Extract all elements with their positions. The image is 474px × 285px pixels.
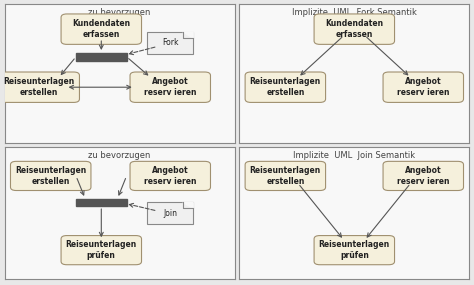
Text: Fork: Fork — [162, 38, 179, 48]
FancyBboxPatch shape — [245, 72, 326, 102]
Text: Implizite  UML  Fork Semantik: Implizite UML Fork Semantik — [292, 9, 417, 17]
FancyBboxPatch shape — [130, 161, 210, 190]
Text: Join: Join — [163, 209, 177, 217]
FancyBboxPatch shape — [147, 202, 193, 224]
Bar — [76, 53, 127, 61]
FancyBboxPatch shape — [314, 14, 394, 44]
FancyBboxPatch shape — [61, 236, 142, 265]
FancyBboxPatch shape — [314, 236, 394, 265]
Text: zu bevorzugen: zu bevorzugen — [89, 9, 151, 17]
FancyBboxPatch shape — [147, 32, 193, 54]
FancyBboxPatch shape — [130, 72, 210, 102]
Text: Reiseunterlagen
erstellen: Reiseunterlagen erstellen — [15, 166, 86, 186]
Text: Implizite  UML  Join Semantik: Implizite UML Join Semantik — [293, 151, 415, 160]
FancyBboxPatch shape — [61, 14, 142, 44]
Bar — [76, 199, 127, 206]
Text: Angebot
reserv ieren: Angebot reserv ieren — [397, 166, 449, 186]
FancyBboxPatch shape — [245, 161, 326, 190]
Text: Kundendaten
erfassen: Kundendaten erfassen — [325, 19, 383, 39]
Text: Reiseunterlagen
prüfen: Reiseunterlagen prüfen — [319, 240, 390, 260]
FancyBboxPatch shape — [383, 72, 464, 102]
FancyBboxPatch shape — [10, 161, 91, 190]
Polygon shape — [183, 202, 193, 208]
FancyBboxPatch shape — [383, 161, 464, 190]
Text: Reiseunterlagen
prüfen: Reiseunterlagen prüfen — [66, 240, 137, 260]
FancyBboxPatch shape — [0, 72, 80, 102]
Polygon shape — [183, 32, 193, 38]
Text: Kundendaten
erfassen: Kundendaten erfassen — [72, 19, 130, 39]
Text: Reiseunterlagen
erstellen: Reiseunterlagen erstellen — [4, 77, 75, 97]
Text: Angebot
reserv ieren: Angebot reserv ieren — [144, 166, 197, 186]
Text: Reiseunterlagen
erstellen: Reiseunterlagen erstellen — [250, 166, 321, 186]
Text: Angebot
reserv ieren: Angebot reserv ieren — [144, 77, 197, 97]
Text: zu bevorzugen: zu bevorzugen — [89, 151, 151, 160]
Text: Angebot
reserv ieren: Angebot reserv ieren — [397, 77, 449, 97]
Text: Reiseunterlagen
erstellen: Reiseunterlagen erstellen — [250, 77, 321, 97]
